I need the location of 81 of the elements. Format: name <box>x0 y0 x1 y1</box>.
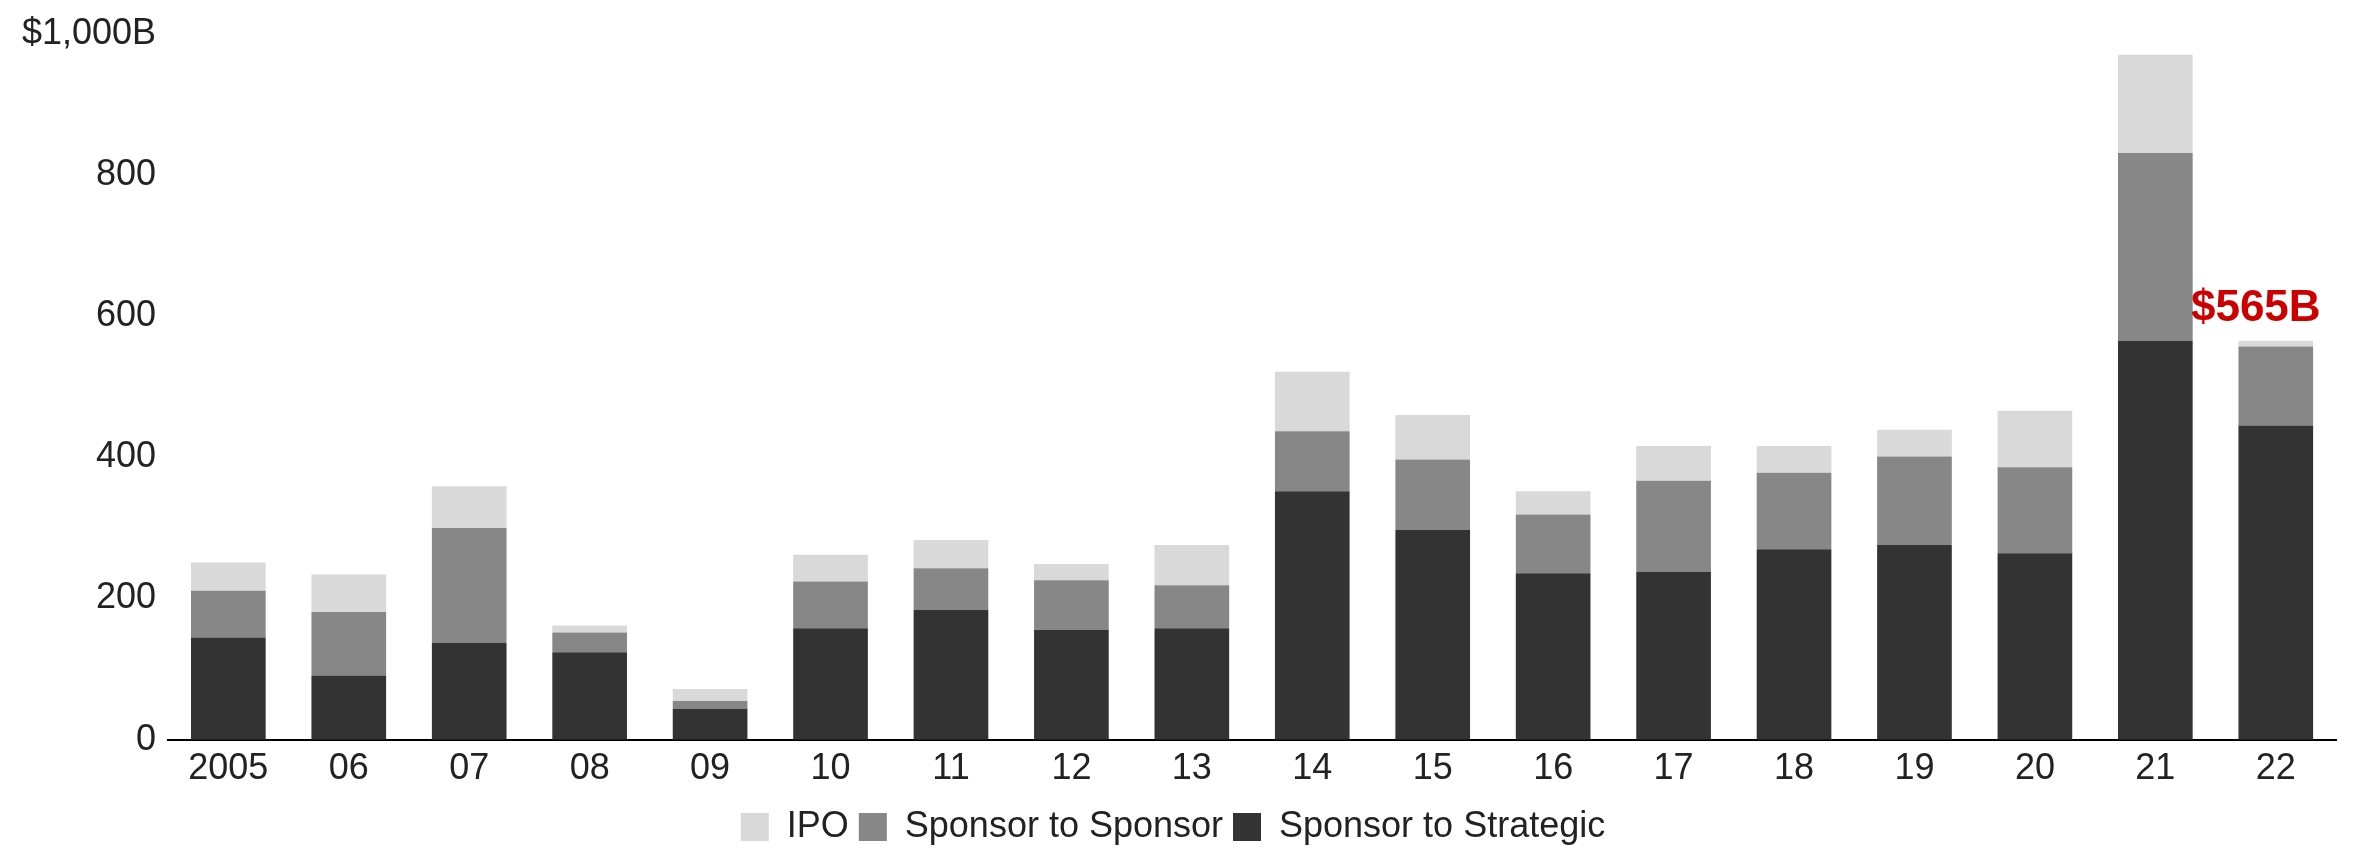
x-tick-label: 16 <box>1533 746 1574 788</box>
x-tick-label: 14 <box>1292 746 1333 788</box>
x-tick-label: 06 <box>328 746 369 788</box>
legend-label: Sponsor to Strategic <box>1279 803 1606 845</box>
x-tick-label: 13 <box>1171 746 1212 788</box>
legend-label: IPO <box>786 803 849 845</box>
x-tick-label: 19 <box>1894 746 1935 788</box>
bar <box>1997 553 2073 740</box>
bar <box>191 590 266 638</box>
y-tick-label: 800 <box>96 151 157 193</box>
bar <box>1877 456 1952 545</box>
bar <box>1154 585 1230 629</box>
bar <box>1034 629 1109 740</box>
bar <box>672 708 748 740</box>
bar <box>1756 472 1832 550</box>
bar <box>191 562 266 591</box>
x-tick-label: 12 <box>1051 746 1092 788</box>
bar <box>311 611 387 676</box>
bar <box>1636 571 1711 740</box>
bar <box>552 632 627 653</box>
bar <box>1395 459 1471 531</box>
bar <box>913 539 989 569</box>
bar <box>793 554 868 582</box>
bar <box>2118 54 2193 153</box>
bar <box>1997 410 2073 468</box>
bar <box>2238 425 2314 740</box>
y-tick-label: 600 <box>96 293 157 334</box>
bar <box>1515 573 1591 740</box>
x-tick-label: 18 <box>1774 746 1815 788</box>
y-tick-label: $1,000B <box>22 10 157 52</box>
bar <box>552 652 627 740</box>
bar <box>793 628 868 740</box>
bar <box>2118 340 2193 740</box>
bar <box>2118 152 2193 341</box>
bar <box>913 609 989 740</box>
bar <box>793 581 868 629</box>
bar <box>1636 480 1711 572</box>
x-tick-label: 11 <box>932 746 970 788</box>
bar <box>431 643 507 740</box>
x-tick-label: 07 <box>449 746 490 788</box>
x-tick-label: 20 <box>2014 746 2055 788</box>
bar <box>1274 371 1350 432</box>
y-tick-label: 0 <box>136 716 157 758</box>
x-tick-label: 08 <box>569 746 610 788</box>
bar <box>1395 530 1471 740</box>
bar <box>1274 431 1350 492</box>
annotation: $565B <box>2190 280 2321 330</box>
x-tick-label: 21 <box>2135 746 2176 788</box>
bar <box>913 568 989 610</box>
legend-label: Sponsor to Sponsor <box>904 803 1224 845</box>
x-tick-label: 17 <box>1653 746 1694 788</box>
bar <box>672 700 748 709</box>
bar <box>1877 429 1952 457</box>
bar <box>1756 446 1832 473</box>
bar <box>1034 563 1109 581</box>
x-tick-label: 15 <box>1412 746 1453 788</box>
bar <box>311 675 387 740</box>
x-tick-label: 10 <box>810 746 851 788</box>
bar <box>431 486 507 528</box>
bar <box>1154 544 1230 586</box>
bar <box>431 527 507 644</box>
bar <box>1756 549 1832 740</box>
x-tick-label: 22 <box>2255 746 2296 788</box>
bar <box>1515 491 1591 515</box>
bar <box>191 637 266 740</box>
x-tick-label: 2005 <box>188 746 269 788</box>
bar <box>1154 628 1230 740</box>
y-tick-label: 200 <box>96 575 157 617</box>
y-tick-label: 400 <box>96 434 157 476</box>
bar <box>1274 491 1350 740</box>
bar <box>1034 580 1109 630</box>
bar <box>672 688 748 701</box>
bar <box>1997 467 2073 554</box>
bar <box>552 625 627 633</box>
bar <box>1636 446 1711 481</box>
bar <box>311 574 387 612</box>
bar <box>1877 544 1952 740</box>
bar <box>1515 514 1591 574</box>
x-tick-label: 09 <box>690 746 731 788</box>
bar <box>2238 346 2314 426</box>
bar <box>1395 414 1471 460</box>
